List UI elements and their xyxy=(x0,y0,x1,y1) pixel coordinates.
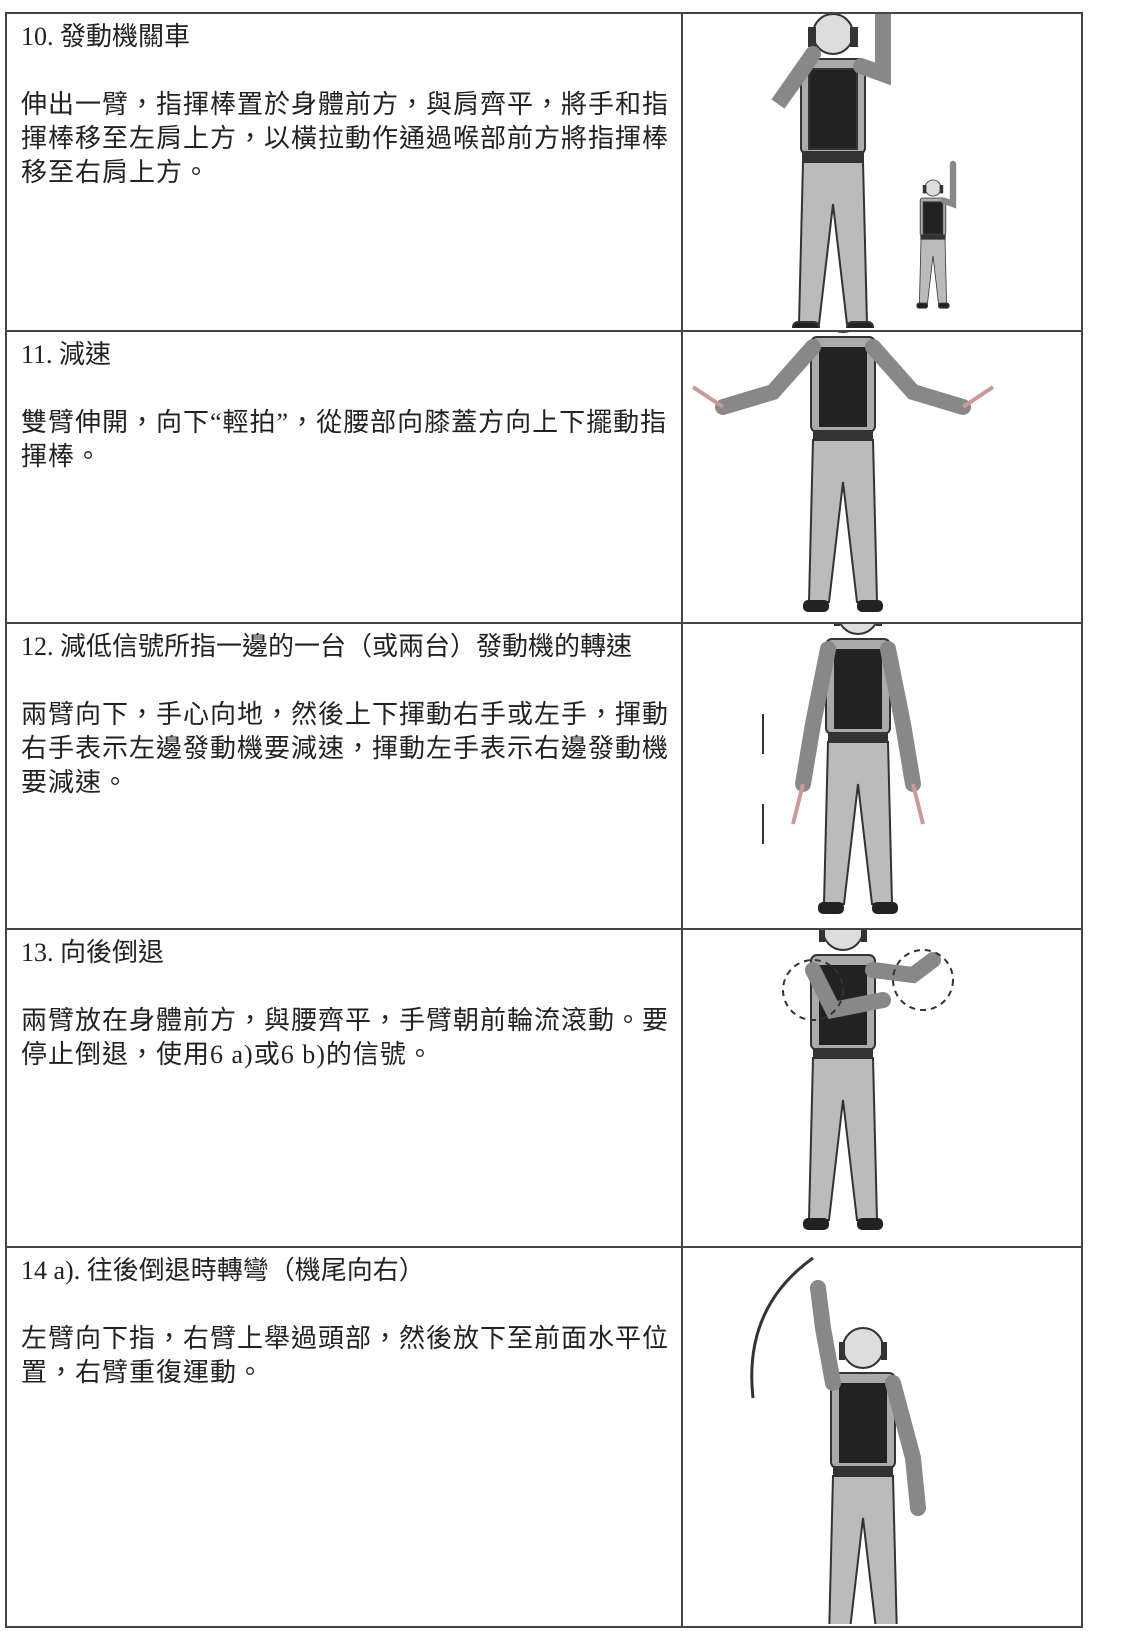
row-title: 14 a). 往後倒退時轉彎（機尾向右） xyxy=(21,1256,425,1285)
row-title: 11. 減速 xyxy=(21,340,112,369)
text-cell: 11. 減速 雙臂伸開，向下“輕拍”，從腰部向膝蓋方向上下擺動指揮棒。 xyxy=(5,330,683,624)
illustration xyxy=(771,14,957,328)
illustration-cell xyxy=(681,928,1083,1248)
text-cell: 14 a). 往後倒退時轉彎（機尾向右） 左臂向下指，右臂上舉過頭部，然後放下至… xyxy=(5,1246,683,1628)
text-cell: 13. 向後倒退 兩臂放在身體前方，與腰齊平，手臂朝前輪流滾動。要停止倒退，使用… xyxy=(5,928,683,1248)
row: 10. 發動機關車 伸出一臂，指揮棒置於身體前方，與肩齊平，將手和指揮棒移至左肩… xyxy=(5,12,1083,332)
row: 13. 向後倒退 兩臂放在身體前方，與腰齊平，手臂朝前輪流滾動。要停止倒退，使用… xyxy=(5,928,1083,1248)
row-title: 12. 減低信號所指一邊的一台（或兩台）發動機的轉速 xyxy=(21,632,633,661)
illustration-cell xyxy=(681,330,1083,624)
row-description: 伸出一臂，指揮棒置於身體前方，與肩齊平，將手和指揮棒移至左肩上方，以橫拉動作通過… xyxy=(21,90,670,187)
illustration xyxy=(691,332,995,613)
illustration-cell xyxy=(681,622,1083,930)
text-cell: 12. 減低信號所指一邊的一台（或兩台）發動機的轉速 兩臂向下，手心向地，然後上… xyxy=(5,622,683,930)
row-description: 雙臂伸開，向下“輕拍”，從腰部向膝蓋方向上下擺動指揮棒。 xyxy=(21,408,668,471)
row: 11. 減速 雙臂伸開，向下“輕拍”，從腰部向膝蓋方向上下擺動指揮棒。 xyxy=(5,330,1083,624)
row-title: 10. 發動機關車 xyxy=(21,22,191,51)
illustration-cell xyxy=(681,1246,1083,1628)
illustration xyxy=(762,624,925,915)
row: 14 a). 往後倒退時轉彎（機尾向右） 左臂向下指，右臂上舉過頭部，然後放下至… xyxy=(5,1246,1083,1628)
row: 12. 減低信號所指一邊的一台（或兩台）發動機的轉速 兩臂向下，手心向地，然後上… xyxy=(5,622,1083,930)
illustration xyxy=(750,1256,926,1624)
signal-table: 10. 發動機關車 伸出一臂，指揮棒置於身體前方，與肩齊平，將手和指揮棒移至左肩… xyxy=(5,12,1083,1628)
text-cell: 10. 發動機關車 伸出一臂，指揮棒置於身體前方，與肩齊平，將手和指揮棒移至左肩… xyxy=(5,12,683,332)
row-description: 兩臂放在身體前方，與腰齊平，手臂朝前輪流滾動。要停止倒退，使用6 a)或6 b)… xyxy=(21,1006,670,1069)
illustration xyxy=(782,930,954,1231)
row-description: 兩臂向下，手心向地，然後上下揮動右手或左手，揮動右手表示左邊發動機要減速，揮動左… xyxy=(21,700,670,797)
row-title: 13. 向後倒退 xyxy=(21,938,165,967)
illustration-cell xyxy=(681,12,1083,332)
row-description: 左臂向下指，右臂上舉過頭部，然後放下至前面水平位置，右臂重復運動。 xyxy=(21,1324,670,1387)
